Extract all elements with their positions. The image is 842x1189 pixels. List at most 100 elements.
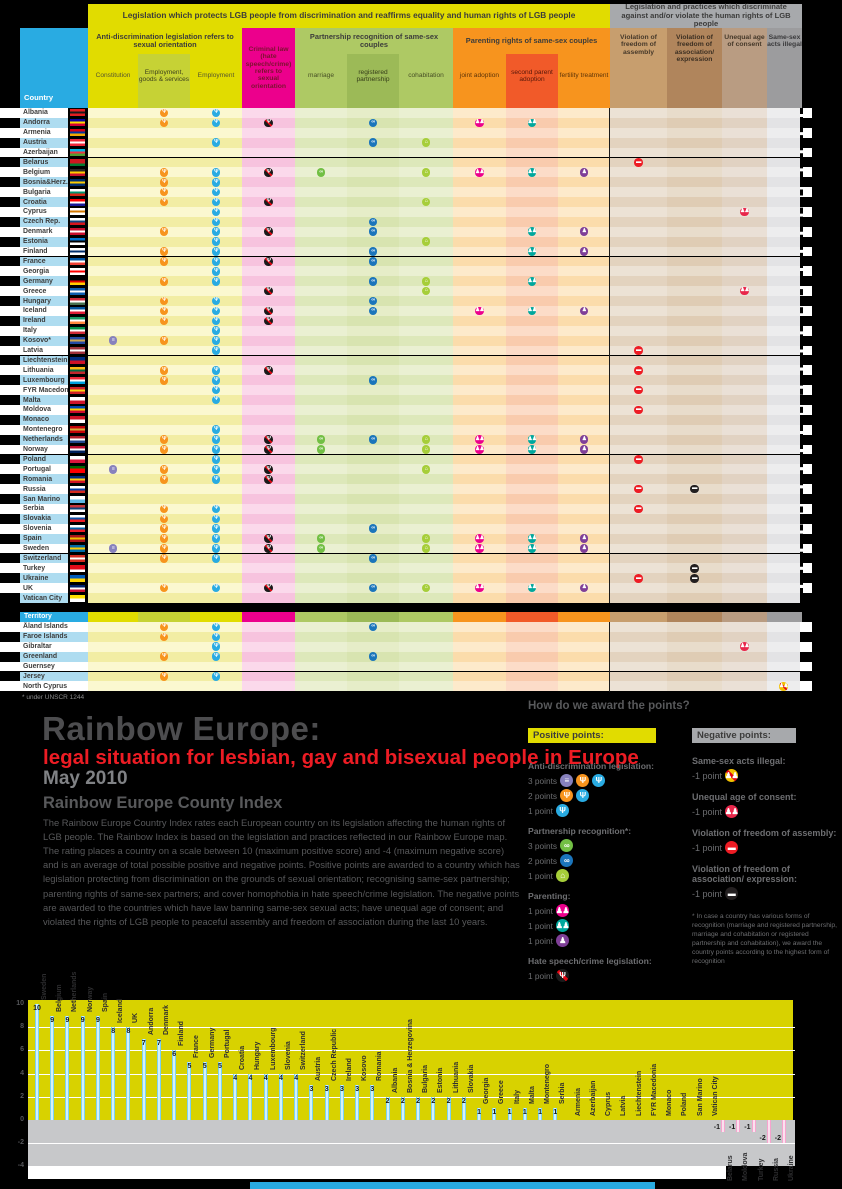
legend-negative-label: Violation of freedom of assembly:	[692, 828, 837, 838]
row-right-strip	[800, 137, 812, 148]
country-cell-c10	[558, 464, 610, 475]
territory-cell-c9	[506, 641, 558, 652]
country-cell-c13	[722, 405, 767, 415]
row-edge-tab	[0, 296, 20, 306]
country-cell-c4	[242, 207, 295, 217]
page-title: Rainbow Europe:	[42, 710, 321, 747]
country-cell-c5	[295, 256, 347, 267]
country-cell-c7	[399, 226, 453, 237]
employment-scales-icon: Ψ	[211, 544, 221, 553]
country-cell-c7: ⌂	[399, 583, 453, 594]
territory-cell-c7	[399, 651, 453, 662]
country-cell-c7: ⌂	[399, 236, 453, 247]
country-cell-c1: ≡	[88, 464, 138, 475]
country-cell-c1	[88, 137, 138, 148]
country-cell-c14	[767, 395, 800, 405]
hate-speech-law-icon: Ψ	[264, 168, 273, 177]
row-edge-tab	[0, 375, 20, 386]
territory-cell-c13	[722, 631, 767, 642]
bar-value: 6	[172, 1051, 177, 1059]
bar-value: 9	[80, 1016, 85, 1024]
cohabitation-house-icon: ⌂	[421, 435, 431, 444]
bar-label: Portugal	[223, 1029, 231, 1058]
country-cell-c2	[138, 484, 190, 495]
registered-partnership-rings-icon: ∞	[368, 652, 378, 661]
row-edge-tab	[0, 593, 20, 603]
country-cell-c12	[667, 187, 722, 198]
flag-serbia	[69, 504, 86, 514]
country-cell-c3: Ψ	[190, 424, 242, 435]
country-cell-c4: Ψ	[242, 365, 295, 376]
bar-label: Poland	[681, 1092, 689, 1116]
y-axis-label: 4	[20, 1069, 24, 1077]
country-cell-c10	[558, 523, 610, 534]
country-cell-c6	[347, 464, 399, 475]
legend-points-value: 2 points	[528, 790, 558, 801]
bar-value: 1	[507, 1109, 512, 1117]
country-cell-c13	[722, 573, 767, 584]
country-cell-c10	[558, 405, 610, 415]
employment-scales-icon: Ψ	[211, 366, 221, 375]
row-edge-tab	[0, 424, 20, 435]
country-cell-c2: Ψ	[138, 474, 190, 485]
employment-scales-icon: Ψ	[211, 632, 221, 642]
country-cell-c5	[295, 236, 347, 247]
territory-row: Åland Islands Ψ Ψ ∞	[0, 622, 812, 632]
country-cell-c12	[667, 355, 722, 366]
country-cell-c9	[506, 593, 558, 603]
country-cell-c14	[767, 355, 800, 366]
row-right-strip	[800, 523, 812, 534]
territory-cell-c10	[558, 681, 610, 692]
employment-scales-icon: Ψ	[211, 257, 221, 266]
marriage-rings-icon: ∞	[316, 544, 326, 553]
col-header-illegal: Same-sex acts illegal	[767, 28, 802, 108]
row-right-strip	[800, 236, 812, 247]
bar-Hungary	[248, 1073, 253, 1120]
country-cell-c6: ∞	[347, 276, 399, 287]
flag-malta	[69, 395, 86, 405]
country-row: FYR Macedonia Ψ ▬	[0, 385, 812, 396]
employment-goods-services-scales-icon: Ψ	[159, 316, 169, 326]
country-cell-c4	[242, 563, 295, 574]
country-cell-c2	[138, 236, 190, 247]
employment-scales-icon: Ψ	[211, 138, 221, 147]
country-cell-c3	[190, 405, 242, 415]
country-column-header: Country	[20, 28, 88, 108]
country-cell-c10: ♟	[558, 533, 610, 544]
country-cell-c6	[347, 315, 399, 326]
employment-scales-icon: Ψ	[211, 395, 221, 405]
territory-cell-c5	[295, 661, 347, 672]
country-row: Germany Ψ Ψ ∞ ⌂ ♟♟	[0, 276, 812, 287]
legend-points-value: 2 points	[528, 855, 558, 866]
row-edge-tab	[0, 651, 20, 662]
country-cell-c9: ♟♟	[506, 533, 558, 544]
country-cell-c1	[88, 197, 138, 207]
country-cell-c2: Ψ	[138, 306, 190, 316]
country-row: Ukraine ▬ ▬	[0, 573, 812, 584]
hate-speech-law-icon: Ψ	[555, 969, 569, 982]
territory-cell-c8	[453, 661, 506, 672]
territory-cell-c3: Ψ	[190, 622, 242, 632]
country-cell-c11	[610, 335, 667, 346]
employment-goods-services-scales-icon: Ψ	[159, 445, 169, 454]
country-cell-c11	[610, 464, 667, 475]
territory-cell-c5	[295, 631, 347, 642]
country-cell-c3: Ψ	[190, 325, 242, 336]
flag-czech-rep-	[69, 217, 86, 227]
country-cell-c1	[88, 236, 138, 247]
territory-cell-c6: ∞	[347, 622, 399, 632]
bar-value: 5	[187, 1063, 192, 1070]
country-cell-c13	[722, 553, 767, 564]
country-cell-c13	[722, 375, 767, 386]
chart-negative-area	[28, 1120, 795, 1166]
antidiscrimination-title: Anti-discrimination legislation refers t…	[96, 31, 234, 49]
country-cell-c9	[506, 414, 558, 425]
territory-cell-c4	[242, 681, 295, 692]
country-cell-c12	[667, 375, 722, 386]
country-cell-c14	[767, 127, 800, 138]
country-cell-c10	[558, 504, 610, 514]
employment-goods-services-scales-icon: Ψ	[159, 296, 169, 306]
country-cell-c7	[399, 355, 453, 366]
country-cell-c7: ⌂	[399, 167, 453, 178]
